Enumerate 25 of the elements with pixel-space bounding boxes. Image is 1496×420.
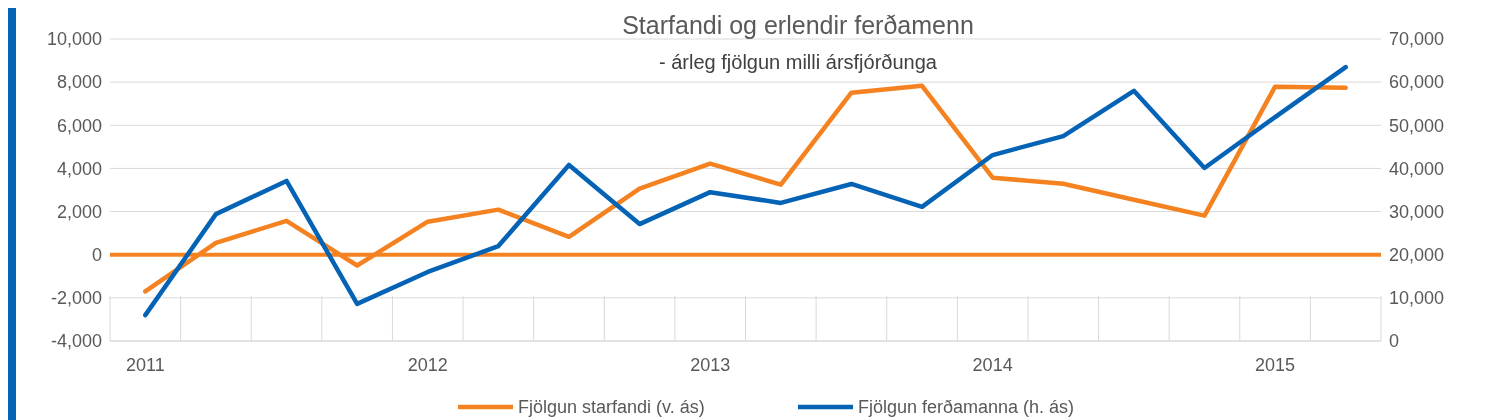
y2-tick-label: 30,000 [1389,201,1445,222]
y2-tick-label: 40,000 [1389,158,1445,179]
y2-tick-label: 50,000 [1389,115,1445,136]
y-tick-label: 10,000 [46,29,102,50]
y-tick-label: -2,000 [50,288,102,309]
chart-title: Starfandi og erlendir ferðamenn [622,11,974,39]
y-tick-label: 0 [91,245,102,266]
x-tick-label: 2013 [690,355,731,375]
legend-label: Fjölgun starfandi (v. ás) [518,397,705,418]
x-tick-label: 2011 [125,355,165,375]
legend-label: Fjölgun ferðamanna (h. ás) [858,397,1075,418]
y2-tick-label: 0 [1389,331,1400,352]
y-tick-label: 8,000 [56,72,102,93]
y-tick-label: 4,000 [56,158,102,179]
x-tick-label: 2014 [972,355,1013,375]
y2-tick-label: 60,000 [1389,72,1445,93]
y-tick-label: 2,000 [56,201,102,222]
y-tick-label: -4,000 [50,331,102,352]
x-tick-label: 2015 [1255,355,1296,375]
y2-tick-label: 70,000 [1389,29,1445,50]
y-tick-label: 6,000 [56,115,102,136]
y2-tick-label: 20,000 [1389,245,1445,266]
y2-tick-label: 10,000 [1389,288,1445,309]
x-tick-label: 2012 [407,355,448,375]
text: - árleg fjölgun milli ársfjórðunga [659,51,938,73]
